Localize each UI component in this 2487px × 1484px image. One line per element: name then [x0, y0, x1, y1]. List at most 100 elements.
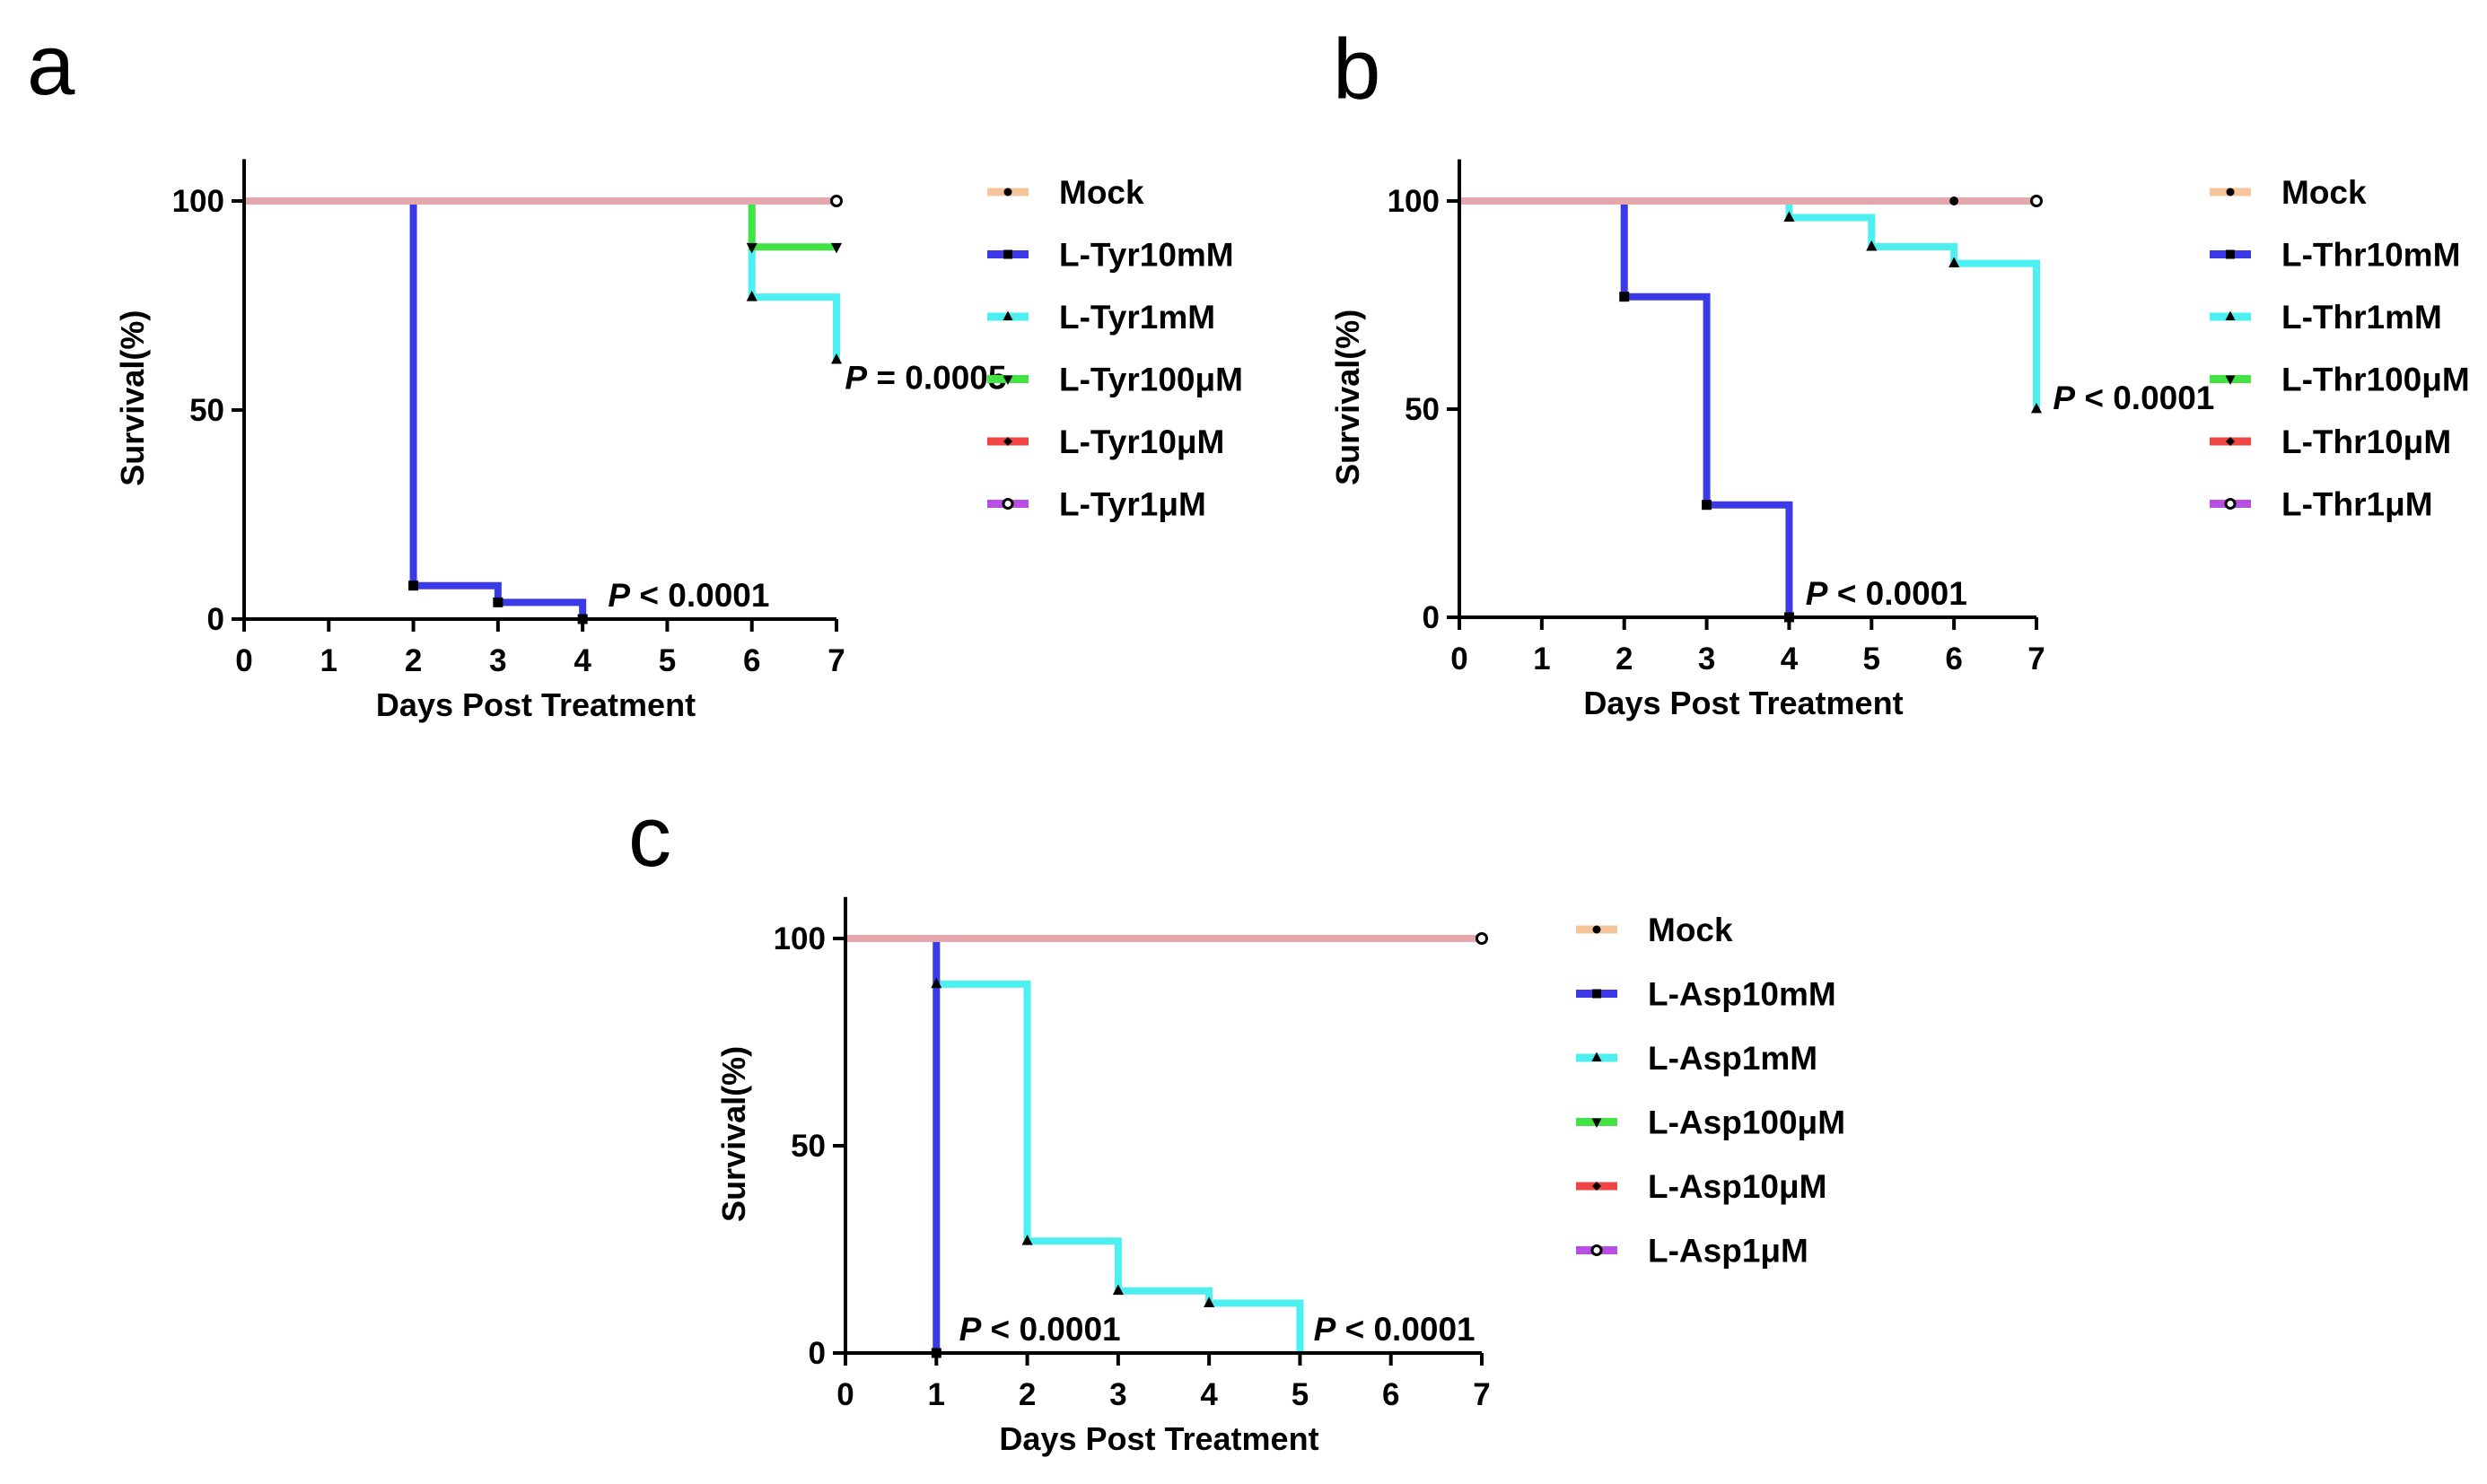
- panel-c-legend-marker-4: [1591, 1118, 1602, 1128]
- panel-c-series-6-marker-1: [1476, 932, 1488, 945]
- panel-b-y-tick-label-50: 50: [1405, 392, 1440, 427]
- panel-c-legend-item-6: L-Asp1μM: [1576, 1233, 1808, 1270]
- panel-c-x-axis-title: Days Post Treatment: [999, 1420, 1318, 1457]
- panel-c-series-3-marker-3: [1112, 1284, 1124, 1296]
- panel-b-legend-item-2: L-Thr10mM: [2210, 237, 2460, 274]
- panel-b-legend-item-3: L-Thr1mM: [2210, 299, 2442, 336]
- panel-b-legend-label-6: L-Thr1μM: [2281, 486, 2433, 523]
- panel-c-series-2-line: [845, 935, 941, 1353]
- panel-c-legend-item-5: L-Asp10μM: [1576, 1168, 1826, 1205]
- panel-b-legend-item-5: L-Thr10μM: [2210, 423, 2451, 460]
- panel-b-x-axis-title: Days Post Treatment: [1583, 685, 1903, 721]
- panel-c-legend-item-2: L-Asp10mM: [1576, 976, 1836, 1013]
- panel-b-chart: 0 1 2 3 4 5 6 7 0 50 100 Days Post Treatment Surviva…: [1329, 159, 2470, 721]
- panel-a-legend-label-1: Mock: [1059, 174, 1144, 211]
- panel-a-x-tick-label-2: 2: [405, 643, 422, 678]
- panel-a-legend-marker-3: [1003, 310, 1013, 320]
- panel-a-series-3-marker-1: [746, 291, 757, 301]
- panel-a-legend-label-5: L-Tyr10μM: [1059, 423, 1224, 460]
- panel-a-legend-marker-6: [1002, 498, 1014, 510]
- panel-c-pvalue-1: P < 0.0001: [959, 1311, 1121, 1348]
- panel-a-series-3-line: [244, 197, 840, 361]
- panel-a-series-4-line: [244, 197, 836, 251]
- panel-b-legend-label-4: L-Thr100μM: [2281, 362, 2470, 398]
- panel-b-series-3-marker-2: [1866, 240, 1878, 251]
- panel-a-y-tick-label-0: 0: [207, 602, 224, 637]
- panel-c-x-tick-label-7: 7: [1473, 1377, 1490, 1412]
- panel-a-x-tick-label-5: 5: [659, 643, 676, 678]
- panel-a-y-tick-label-50: 50: [189, 393, 224, 428]
- panel-a-x-axis-title: Days Post Treatment: [376, 686, 696, 723]
- panel-b-series-6-marker-1: [2030, 195, 2043, 207]
- panel-c-legend-marker-2: [1592, 989, 1601, 999]
- panel-c-legend-label-5: L-Asp10μM: [1648, 1168, 1826, 1205]
- panel-a-legend-item-5: L-Tyr10μM: [987, 423, 1224, 460]
- panel-c-legend-marker-5: [1592, 1182, 1601, 1191]
- panel-c-x-tick-label-5: 5: [1292, 1377, 1309, 1412]
- panel-a-series-4-marker-1: [746, 242, 757, 254]
- panel-letter-a: a: [27, 17, 75, 113]
- panel-b-legend-item-6: L-Thr1μM: [2210, 486, 2433, 523]
- panel-c-legend-label-6: L-Asp1μM: [1648, 1233, 1808, 1270]
- panel-c-legend-label-3: L-Asp1mM: [1648, 1040, 1817, 1077]
- panel-b-x-tick-label-7: 7: [2027, 642, 2045, 677]
- panel-a-x-tick-label-0: 0: [235, 643, 252, 678]
- panel-b-x-tick-label-5: 5: [1863, 642, 1880, 677]
- panel-letter-b: b: [1333, 22, 1380, 118]
- panel-c-legend-marker-6: [1590, 1244, 1603, 1256]
- panel-b-series-3-marker-1: [1783, 211, 1795, 222]
- panel-c-x-tick-label-2: 2: [1019, 1377, 1036, 1412]
- panel-a-pvalue-2: P = 0.0005: [845, 360, 1006, 397]
- panel-b-legend-marker-2: [2226, 249, 2235, 259]
- panel-c-legend-item-4: L-Asp100μM: [1576, 1104, 1845, 1141]
- panel-b-series-1-marker-1: [1949, 196, 1959, 205]
- panel-b-series-3-marker-3: [1948, 257, 1960, 267]
- panel-b-legend-label-2: L-Thr10mM: [2281, 237, 2460, 274]
- panel-b-x-tick-label-0: 0: [1450, 642, 1467, 677]
- panel-a-y-tick-label-100: 100: [172, 184, 224, 219]
- panel-c-y-tick-label-100: 100: [774, 921, 826, 956]
- panel-a-legend-item-2: L-Tyr10mM: [987, 237, 1234, 274]
- panel-a-x-tick-label-3: 3: [489, 643, 506, 678]
- panel-b-legend-marker-3: [2225, 310, 2236, 320]
- panel-b-legend-item-4: L-Thr100μM: [2210, 362, 2470, 398]
- panel-a-series-2-marker-1: [408, 581, 419, 591]
- panel-b-y-tick-label-0: 0: [1423, 600, 1440, 635]
- panel-a-series-2-line: [244, 197, 587, 619]
- panel-b-legend-label-5: L-Thr10μM: [2281, 423, 2451, 460]
- panel-b-x-tick-label-2: 2: [1616, 642, 1633, 677]
- panel-c-x-tick-label-4: 4: [1200, 1377, 1218, 1412]
- panel-c-legend-label-2: L-Asp10mM: [1648, 976, 1836, 1013]
- panel-c-x-tick-label-3: 3: [1109, 1377, 1126, 1412]
- panel-c-pvalue-2: P < 0.0001: [1314, 1311, 1476, 1348]
- panel-c-x-tick-label-0: 0: [836, 1377, 854, 1412]
- panel-a-x-tick-label-7: 7: [828, 643, 845, 678]
- panel-c-y-tick-label-50: 50: [791, 1129, 826, 1164]
- panel-a-legend-item-6: L-Tyr1μM: [987, 486, 1206, 523]
- panel-a-legend-item-4: L-Tyr100μM: [987, 362, 1243, 398]
- panel-b-x-tick-label-3: 3: [1698, 642, 1715, 677]
- panel-c-series-3-marker-2: [1021, 1235, 1033, 1245]
- panel-b-pvalue-1: P < 0.0001: [1806, 575, 1967, 612]
- panel-b-series-2-line: [1459, 197, 1793, 617]
- panel-c-series-3-line: [845, 935, 1304, 1353]
- panel-a-x-tick-label-6: 6: [743, 643, 760, 678]
- panel-a-legend-label-3: L-Tyr1mM: [1059, 299, 1215, 336]
- panel-a-series-2-marker-2: [493, 597, 504, 607]
- panel-a-series-3-marker-2: [830, 353, 843, 364]
- panel-a-legend-label-4: L-Tyr100μM: [1059, 362, 1243, 398]
- panel-a-x-tick-label-1: 1: [320, 643, 337, 678]
- panel-c-legend-marker-1: [1592, 925, 1601, 934]
- panel-b-y-tick-label-100: 100: [1388, 184, 1440, 219]
- panel-b-legend-label-3: L-Thr1mM: [2281, 299, 2442, 336]
- panel-letter-c: c: [628, 789, 671, 885]
- panel-b-series-3-line: [1459, 197, 2040, 409]
- panel-b-x-tick-label-4: 4: [1781, 642, 1799, 677]
- panel-c-legend-marker-3: [1591, 1052, 1602, 1061]
- panel-b-x-tick-label-6: 6: [1945, 642, 1962, 677]
- panel-c-y-axis-title: Survival(%): [715, 1046, 752, 1222]
- panel-b-x-tick-label-1: 1: [1533, 642, 1550, 677]
- panel-a-legend-marker-1: [1003, 188, 1012, 196]
- panel-b-pvalue-2: P < 0.0001: [2053, 380, 2214, 416]
